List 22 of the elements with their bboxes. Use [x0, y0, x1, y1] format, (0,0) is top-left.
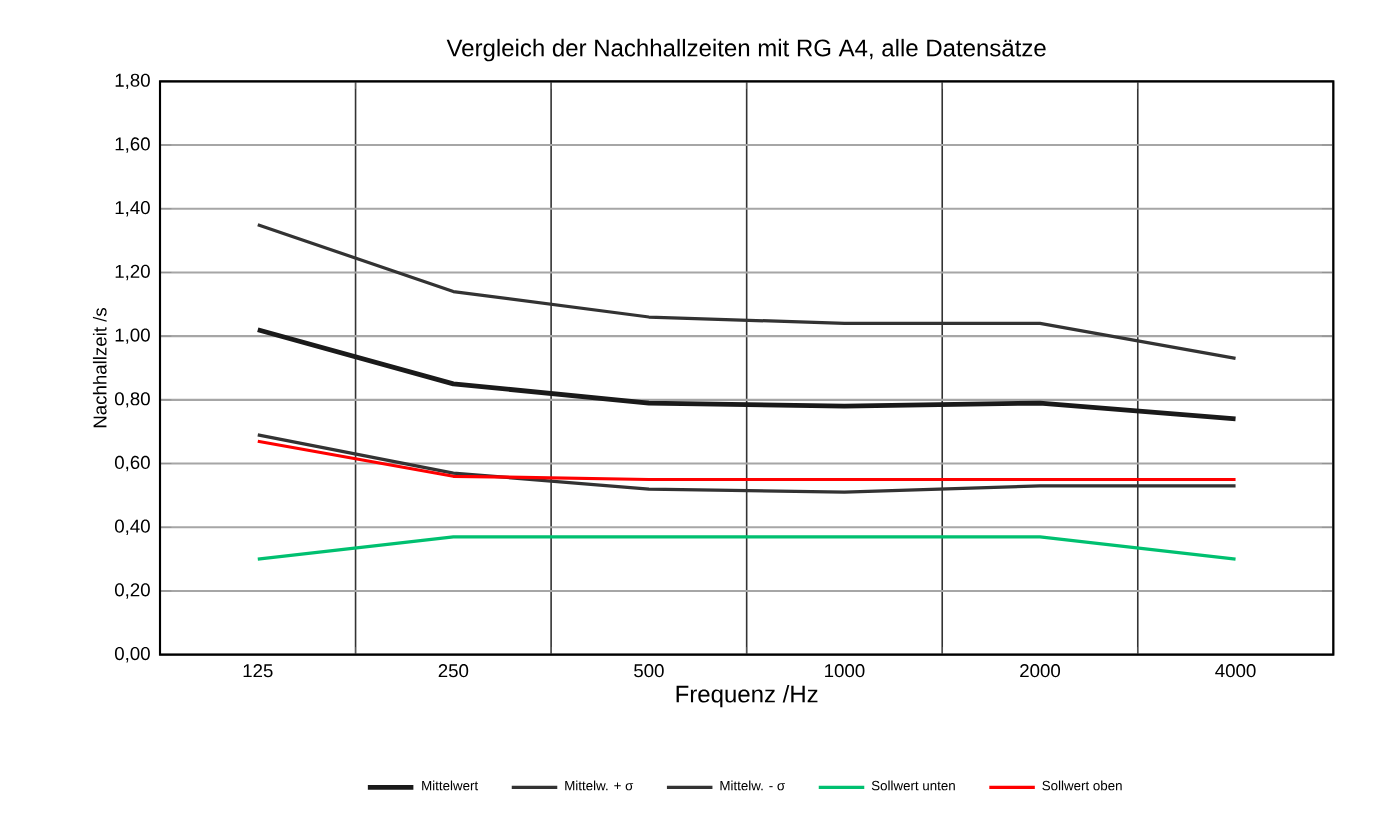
- y-tick-label: 0,80: [114, 392, 150, 408]
- x-axis-title: Frequenz /Hz: [676, 684, 818, 708]
- y-tick-label: 0,60: [114, 455, 150, 472]
- line-series: [256, 223, 1238, 361]
- line-series: [256, 433, 1238, 494]
- y-tick-label: 1,40: [115, 201, 150, 217]
- y-tick-label: 0,00: [114, 646, 150, 663]
- x-tick-label: 500: [634, 664, 664, 678]
- y-tick-label: 1,00: [115, 328, 150, 344]
- y-axis-title: Nachhallzeit /s: [92, 308, 107, 428]
- y-tick-label: 1,60: [115, 137, 150, 153]
- y-tick-label: 1,20: [115, 264, 150, 281]
- chart-title: Vergleich der Nachhallzeiten mit RG A4, alle Datensätze: [446, 38, 1046, 62]
- x-tick-label: 2000: [1020, 664, 1061, 678]
- x-tick-label: 125: [243, 664, 273, 678]
- x-tick-label: 4000: [1215, 664, 1256, 678]
- y-tick-label: 1,80: [115, 73, 150, 90]
- line-series: [255, 327, 1238, 422]
- y-tick-label: 0,20: [114, 583, 150, 599]
- x-tick-label: 250: [438, 664, 469, 678]
- x-tick-label: 1000: [825, 664, 865, 678]
- y-tick-label: 0,40: [114, 519, 150, 535]
